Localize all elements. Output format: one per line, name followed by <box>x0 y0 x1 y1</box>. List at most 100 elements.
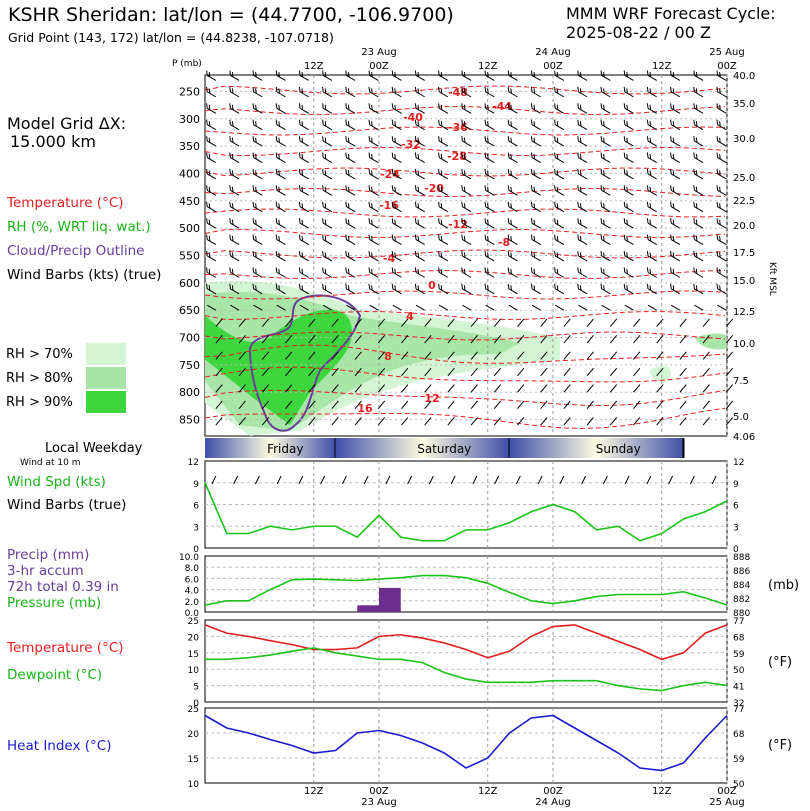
wind-barb-221 <box>438 86 449 98</box>
wind-barb-251 <box>461 218 472 229</box>
wind-barb-85 <box>285 384 293 393</box>
wind-barb-79 <box>275 283 286 295</box>
wind-barb-211 <box>414 283 425 295</box>
wind-barb-437 <box>656 384 664 393</box>
wind-barb-233 <box>438 283 449 295</box>
kft-tick-4: 22.5 <box>733 196 755 207</box>
wind-barb-209 <box>414 250 425 262</box>
wind-barb-96 <box>298 201 309 213</box>
heat-panel-rtick-2: 68 <box>733 730 745 740</box>
wind-barb-494 <box>716 234 727 245</box>
top-tick-label-3: 00Z <box>543 61 563 72</box>
p-tick-9: 700 <box>179 332 200 345</box>
wind-barb-231 <box>438 250 449 262</box>
wind-barb-309 <box>530 86 541 98</box>
precip-panel-ltick-2: 4.0 <box>185 587 200 597</box>
wind-barb-73 <box>275 185 286 196</box>
wind-barb-376 <box>600 103 611 114</box>
wind-barb-378 <box>600 136 611 147</box>
wind-barb-301 <box>517 318 525 327</box>
wind-barb-386 <box>600 267 611 278</box>
wind-barb-111 <box>322 86 333 98</box>
wind-barb-42 <box>238 400 246 409</box>
wind-barb-331 <box>554 86 565 98</box>
wind-barb-340 <box>554 234 565 245</box>
wind-barb-74 <box>275 201 286 213</box>
temperature-line <box>204 624 728 661</box>
wind-barb-423 <box>646 152 657 163</box>
wind-barb-82 <box>285 335 293 344</box>
wind-barb-483 <box>702 417 710 426</box>
wind-barb-220 <box>438 70 449 81</box>
wind-barb-30 <box>229 201 240 213</box>
wind-barb-174 <box>377 400 386 409</box>
wind-barb-498 <box>717 304 727 311</box>
cloud-outline <box>248 294 362 432</box>
wind-barb-118 <box>322 201 333 213</box>
temp-panel-ltick-2: 10 <box>188 666 200 676</box>
wind-barb-122 <box>322 267 333 278</box>
legend-heat-index: Heat Index (°C) <box>7 738 112 754</box>
wind-barb-488 <box>716 136 727 147</box>
wind-barb-237 <box>447 351 455 360</box>
wind-barb-329 <box>540 417 548 426</box>
wind-barb-212 <box>415 304 425 311</box>
isotherm-0 <box>204 85 726 95</box>
wind-barb-327 <box>540 384 548 393</box>
wind-barb-361 <box>577 218 588 229</box>
wind-barb-362 <box>577 234 588 245</box>
legend-temp2: Temperature (°C) <box>7 640 124 656</box>
wind-barb-302 <box>517 335 525 344</box>
wind-barb-358 <box>577 168 588 180</box>
weekday-label-2: Sunday <box>596 442 641 456</box>
wind-barb-18 <box>215 367 223 377</box>
surface-barb-5 <box>320 475 326 485</box>
wind-barb-47 <box>252 119 263 131</box>
wind-barb-320 <box>530 267 541 278</box>
wind-barb-262 <box>470 400 478 409</box>
wind-barb-13 <box>206 283 217 295</box>
wind-barb-91 <box>298 119 309 131</box>
isotherm-11 <box>204 311 726 320</box>
wind-barb-0 <box>206 70 217 81</box>
wind-barb-394 <box>609 400 618 409</box>
surface-barb-3 <box>276 475 282 485</box>
wind-barb-169 <box>377 318 386 327</box>
wind-barb-324 <box>540 335 548 344</box>
wind-barb-188 <box>391 267 402 278</box>
wind-barb-171 <box>377 351 386 360</box>
isotherm-label-11: -4 <box>383 252 396 265</box>
wind-barb-284 <box>493 400 502 409</box>
temp-panel-ltick-0: 0 <box>193 699 199 709</box>
wind-barb-194 <box>401 367 409 377</box>
wind-barb-29 <box>229 185 240 196</box>
temp-panel-rtick-5: 77 <box>733 617 744 627</box>
isotherm-label-6: -24 <box>380 168 400 181</box>
wind-barb-380 <box>600 168 611 180</box>
isotherm-label-8: -16 <box>379 199 399 212</box>
wind-barb-210 <box>414 267 425 278</box>
wind-barb-484 <box>716 70 727 81</box>
wind-barb-214 <box>424 335 432 344</box>
legend-rh90: RH > 90% <box>6 395 73 410</box>
wind-barb-12 <box>206 267 217 278</box>
wind-barb-113 <box>322 119 333 131</box>
wind-panel-rtick-1: 3 <box>733 523 739 533</box>
wind-barb-480 <box>702 367 710 377</box>
wind-barb-470 <box>693 201 704 213</box>
precip-panel-ltick-3: 6.0 <box>185 575 200 585</box>
wind-barb-288 <box>507 103 518 114</box>
wind-barb-104 <box>308 335 316 344</box>
wind-barb-123 <box>322 283 333 295</box>
wind-barb-492 <box>716 201 727 213</box>
wind-barb-161 <box>368 185 379 196</box>
wind-barb-53 <box>252 218 263 229</box>
wind-barb-177 <box>391 86 402 98</box>
wind-barb-208 <box>414 234 425 245</box>
wind-barb-451 <box>670 250 681 262</box>
wind-barb-69 <box>275 119 286 131</box>
top-tick-label-4: 12Z <box>652 61 672 72</box>
wind-barb-230 <box>438 234 449 245</box>
wind-barb-430 <box>646 267 657 278</box>
wind-barb-93 <box>298 152 309 163</box>
